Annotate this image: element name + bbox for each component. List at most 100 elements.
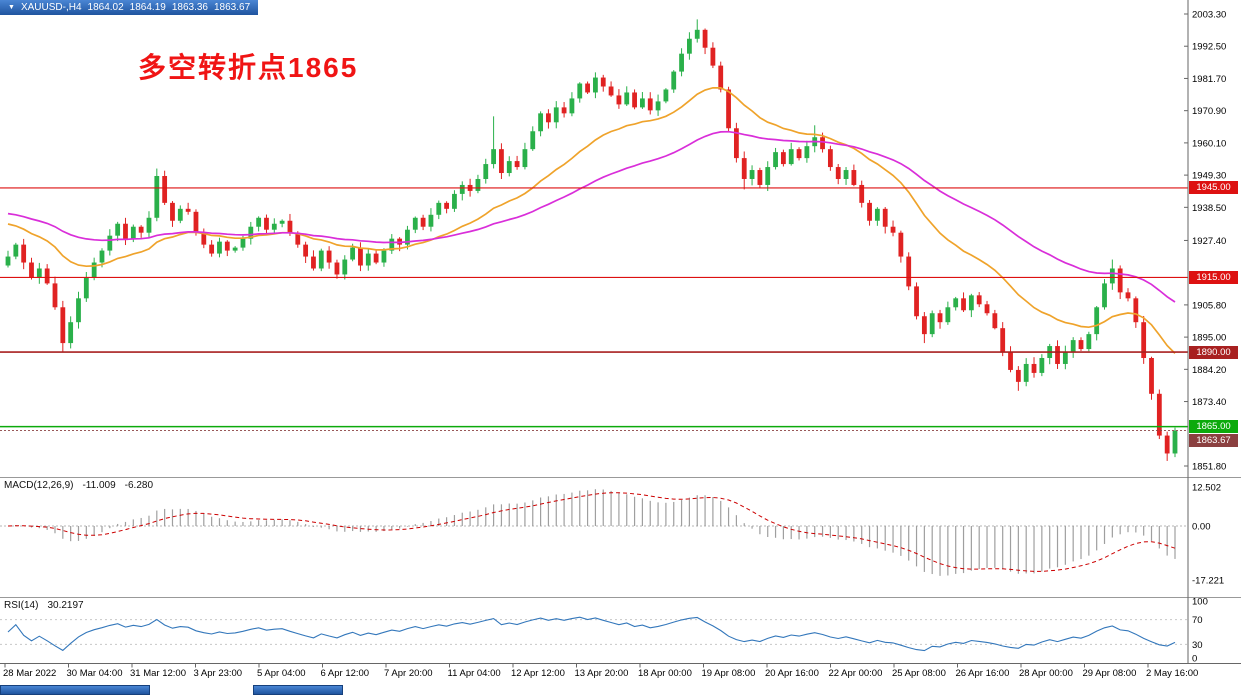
- candle-body: [36, 268, 42, 278]
- time-axis-label: 20 Apr 16:00: [765, 668, 819, 679]
- candle-body: [835, 167, 841, 179]
- candle-body: [483, 164, 489, 179]
- candle-body: [138, 226, 144, 233]
- candle-body: [679, 53, 684, 72]
- rsi-header: RSI(14) 30.2197: [4, 600, 84, 611]
- candle-body: [710, 47, 716, 66]
- candle-body: [491, 149, 496, 165]
- ohlc-high: 1864.19: [129, 2, 166, 13]
- ohlc-close: 1863.67: [213, 2, 251, 13]
- price-axis-label: 1981.70: [1192, 74, 1226, 85]
- candle-body: [52, 283, 58, 308]
- candle-body: [389, 238, 395, 251]
- rsi-panel[interactable]: [0, 597, 1188, 664]
- macd-panel[interactable]: [0, 477, 1188, 598]
- candle-body: [1164, 435, 1170, 454]
- candle-body: [1031, 363, 1037, 373]
- candle-body: [694, 29, 700, 39]
- price-axis-label: 1873.40: [1192, 397, 1226, 408]
- rsi-axis-label: 30: [1192, 640, 1203, 651]
- candle-body: [898, 232, 904, 257]
- candle-body: [240, 238, 246, 248]
- candle-body: [757, 170, 763, 185]
- candle-body: [553, 107, 559, 123]
- candle-body: [1117, 268, 1123, 293]
- candle-body: [436, 202, 442, 215]
- window-menu-icon[interactable]: ▼: [8, 4, 15, 11]
- candle-body: [663, 89, 669, 102]
- candle-body: [687, 38, 692, 54]
- candle-body: [1000, 328, 1006, 353]
- candle-body: [13, 244, 19, 257]
- candle-body: [984, 304, 990, 314]
- time-axis-label: 28 Mar 2022: [3, 668, 56, 679]
- price-axis-label: 1895.00: [1192, 333, 1226, 344]
- rsi-label: RSI(14): [4, 600, 39, 611]
- chart-title-bar[interactable]: ▼ XAUUSD-,H4 1864.02 1864.19 1863.36 186…: [0, 0, 259, 15]
- candle-body: [1109, 268, 1115, 284]
- candle-body: [1015, 369, 1021, 382]
- price-axis-label: 1884.20: [1192, 365, 1226, 376]
- bid-price-badge: 1863.67: [1189, 433, 1238, 447]
- candle-body: [867, 202, 872, 221]
- minimized-chart-window-2[interactable]: [253, 685, 343, 695]
- time-axis-label: 25 Apr 08:00: [892, 668, 946, 679]
- candle-body: [585, 83, 590, 93]
- price-axis-label: 1949.30: [1192, 171, 1226, 182]
- candle-body: [154, 176, 160, 218]
- candle-body: [1133, 298, 1139, 323]
- time-axis-label: 26 Apr 16:00: [956, 668, 1010, 679]
- candle-body: [287, 220, 293, 233]
- price-axis-label: 1970.90: [1192, 106, 1226, 117]
- candle-body: [780, 152, 786, 165]
- candle-body: [796, 149, 802, 159]
- candle-body: [914, 286, 919, 317]
- candle-body: [569, 98, 575, 114]
- candle-body: [827, 149, 833, 168]
- candle-body: [506, 161, 512, 174]
- candle-body: [874, 208, 880, 221]
- hline-badge-1945.00: 1945.00: [1189, 181, 1238, 195]
- candle-body: [1086, 334, 1092, 350]
- candle-body: [201, 232, 207, 245]
- candle-body: [1102, 283, 1107, 308]
- candle-body: [632, 92, 637, 108]
- candle-body: [279, 220, 285, 224]
- candle-body: [256, 217, 262, 227]
- price-axis-label: 1938.50: [1192, 203, 1226, 214]
- ma-fast-orange-line: [7, 86, 1176, 355]
- rsi-line: [7, 616, 1176, 652]
- candle-body: [99, 250, 105, 263]
- candle-body: [718, 65, 724, 90]
- candle-body: [162, 176, 168, 203]
- candle-body: [890, 226, 896, 233]
- candle-body: [177, 208, 183, 221]
- minimized-chart-window-1[interactable]: [0, 685, 150, 695]
- price-axis-label: 1851.80: [1192, 462, 1226, 473]
- candle-body: [608, 86, 614, 96]
- candle-body: [906, 256, 912, 287]
- candle-body: [499, 149, 504, 174]
- candle-body: [68, 322, 74, 344]
- candle-body: [326, 250, 332, 263]
- candle-body: [5, 256, 11, 266]
- hline-badge-1890.00: 1890.00: [1189, 345, 1238, 359]
- candle-body: [428, 214, 434, 227]
- candle-body: [146, 217, 152, 233]
- rsi-axis-label: 0: [1192, 654, 1197, 665]
- candle-body: [1070, 340, 1076, 353]
- candle-body: [1156, 393, 1162, 436]
- candle-body: [115, 223, 121, 236]
- time-axis-label: 12 Apr 12:00: [511, 668, 565, 679]
- candle-body: [788, 149, 794, 165]
- hline-badge-1865.00: 1865.00: [1189, 420, 1238, 434]
- candle-body: [123, 223, 128, 239]
- price-axis-label: 1992.50: [1192, 42, 1226, 53]
- candle-body: [546, 113, 551, 123]
- candle-body: [1039, 357, 1045, 373]
- candle-body: [593, 77, 598, 93]
- candle-body: [91, 262, 97, 278]
- time-axis-label: 30 Mar 04:00: [67, 668, 123, 679]
- candle-body: [882, 208, 888, 227]
